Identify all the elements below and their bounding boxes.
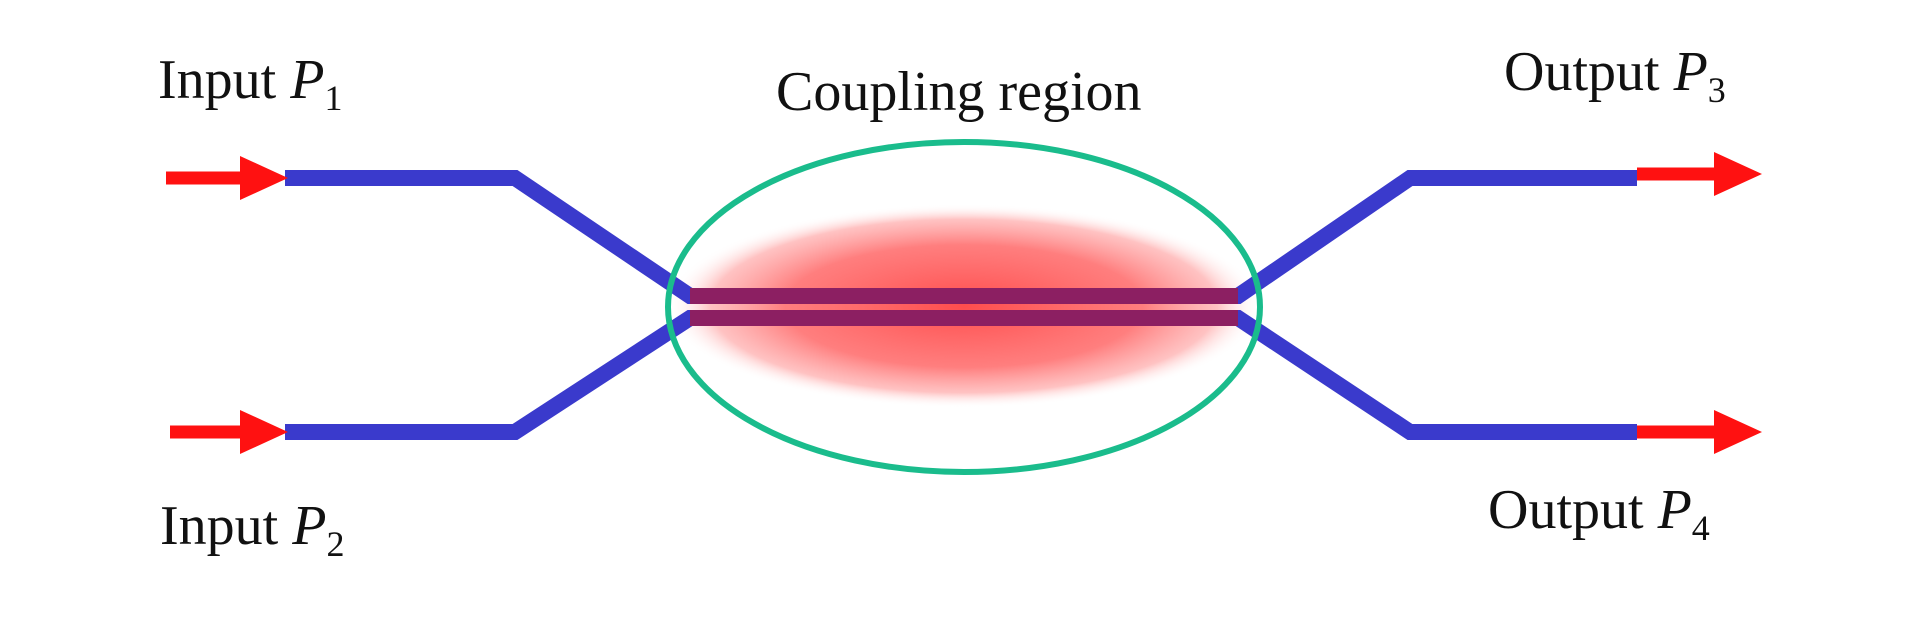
output-p4-label: Output P4 [1488, 479, 1710, 548]
coupling-region-ellipse [665, 139, 1263, 475]
output-arrow-3 [1637, 152, 1762, 196]
coupling-region-label: Coupling region [776, 61, 1142, 123]
input-arrow-2 [170, 410, 288, 454]
input-arrow-1 [166, 156, 288, 200]
coupling-glow [666, 204, 1262, 408]
output-p3-label: Output P3 [1504, 41, 1726, 110]
output-arrow-4 [1637, 410, 1762, 454]
input-p2-label: Input P2 [160, 495, 345, 564]
input-p1-label: Input P1 [158, 49, 343, 118]
